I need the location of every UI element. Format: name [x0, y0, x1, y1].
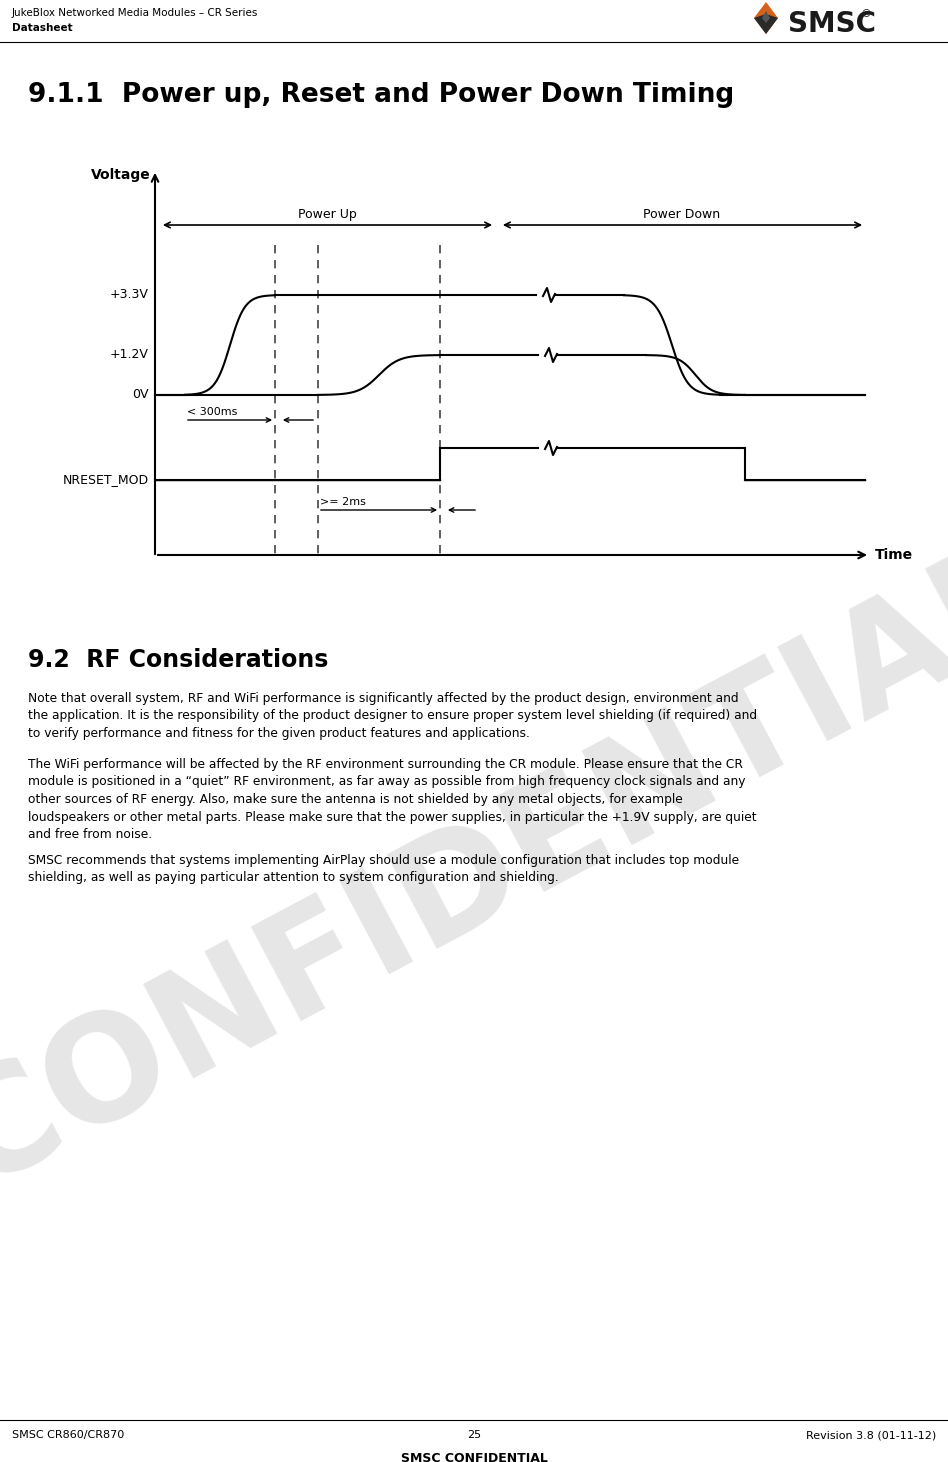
Text: 9.2  RF Considerations: 9.2 RF Considerations — [28, 648, 328, 673]
Text: SMSC: SMSC — [788, 10, 876, 38]
Text: Power Up: Power Up — [298, 208, 356, 221]
Text: < 300ms: < 300ms — [187, 406, 237, 417]
Text: 25: 25 — [467, 1430, 481, 1440]
Text: Datasheet: Datasheet — [12, 23, 73, 34]
Text: CONFIDENTIAL: CONFIDENTIAL — [0, 523, 948, 1216]
Text: The WiFi performance will be affected by the RF environment surrounding the CR m: The WiFi performance will be affected by… — [28, 757, 757, 841]
Polygon shape — [754, 1, 778, 34]
Text: Voltage: Voltage — [91, 168, 151, 181]
Polygon shape — [762, 12, 770, 23]
Text: +1.2V: +1.2V — [110, 348, 149, 361]
Polygon shape — [754, 15, 778, 34]
Text: +3.3V: +3.3V — [110, 288, 149, 301]
Text: Revision 3.8 (01-11-12): Revision 3.8 (01-11-12) — [806, 1430, 936, 1440]
Text: Note that overall system, RF and WiFi performance is significantly affected by t: Note that overall system, RF and WiFi pe… — [28, 692, 757, 740]
Text: SMSC recommends that systems implementing AirPlay should use a module configurat: SMSC recommends that systems implementin… — [28, 854, 739, 885]
Text: Power Down: Power Down — [644, 208, 720, 221]
Text: >= 2ms: >= 2ms — [320, 497, 366, 507]
Text: JukeBlox Networked Media Modules – CR Series: JukeBlox Networked Media Modules – CR Se… — [12, 7, 259, 18]
Text: 0V: 0V — [133, 389, 149, 402]
Text: NRESET_MOD: NRESET_MOD — [63, 474, 149, 487]
Text: 9.1.1  Power up, Reset and Power Down Timing: 9.1.1 Power up, Reset and Power Down Tim… — [28, 82, 735, 108]
Text: ®: ® — [861, 9, 872, 19]
Text: SMSC CONFIDENTIAL: SMSC CONFIDENTIAL — [401, 1452, 547, 1462]
Text: Time: Time — [875, 548, 913, 561]
Text: SMSC CR860/CR870: SMSC CR860/CR870 — [12, 1430, 124, 1440]
